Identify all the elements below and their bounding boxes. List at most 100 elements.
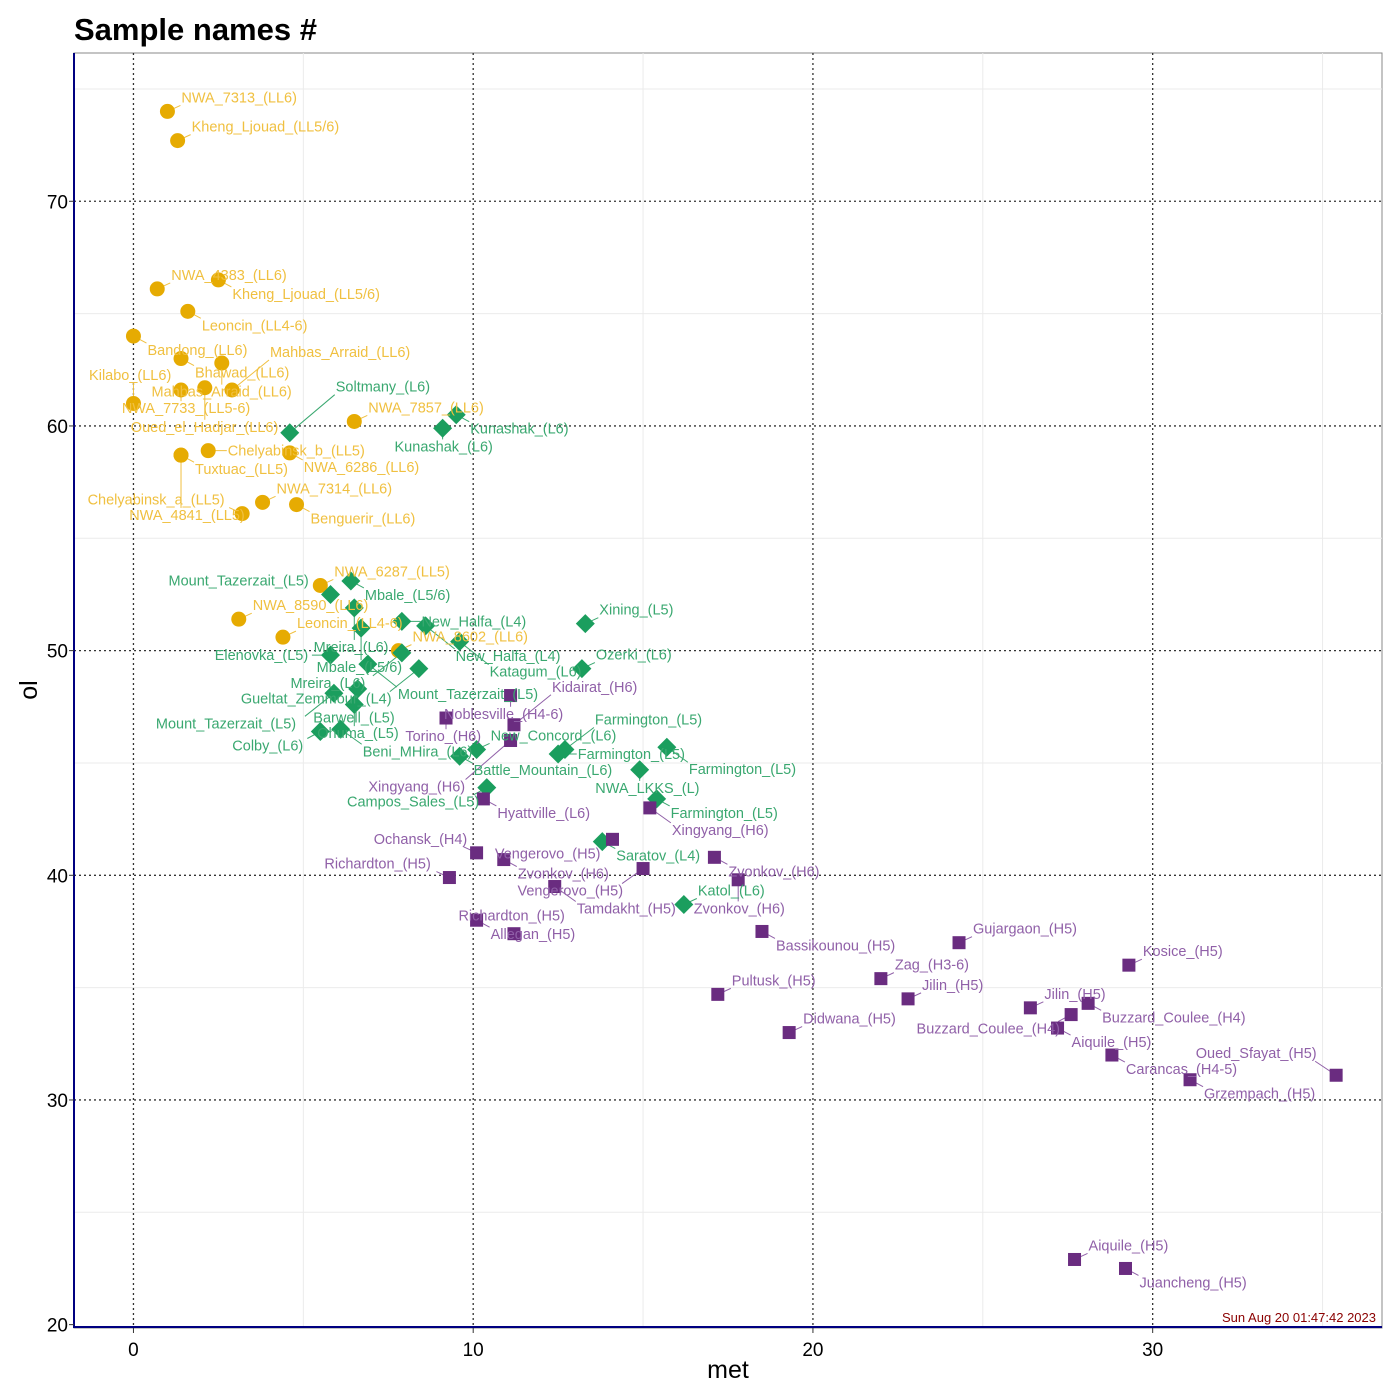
data-point-diamond [358, 654, 378, 674]
point-label: Chelyabinsk_b_(LL5) [228, 444, 365, 460]
point-label: New_Halfa_(L4) [456, 649, 561, 665]
point-label: NWA_4383_(LL6) [171, 268, 287, 284]
data-point-square [497, 853, 511, 867]
data-point-circle [170, 133, 186, 149]
point-label: Noblesville_(H4-6) [444, 707, 563, 723]
point-label: Kilabo_(LL6) [89, 368, 171, 384]
point-label: NWA_4841_(LL5) [129, 508, 245, 524]
x-axis-title: met [707, 1356, 749, 1384]
point-label: Oued_Sfayat_(H5) [1196, 1046, 1317, 1062]
point-label: Beni_MHira_(L6) [363, 744, 473, 760]
data-point-square [1329, 1068, 1343, 1082]
y-tick-label: 40 [47, 866, 68, 887]
label-leader-line [465, 740, 511, 780]
data-point-diamond [321, 584, 341, 604]
data-point-diamond [555, 739, 575, 759]
point-label: Kunashak_(L6) [470, 422, 568, 438]
point-label: Vengerovo_(H5) [517, 884, 623, 900]
data-point-circle [289, 497, 305, 513]
point-label: Zvonkov_(H6) [518, 867, 609, 883]
data-point-circle [173, 382, 189, 398]
point-label: Oued_el_Hadjar_(LL6) [131, 420, 279, 436]
plot-panel [73, 52, 1383, 1329]
y-tick-label: 70 [47, 192, 68, 213]
data-point-square [504, 733, 518, 747]
data-point-diamond [348, 679, 368, 699]
point-label: Mreira_(L6) [314, 640, 389, 656]
point-label: Bhawad_(LL6) [195, 366, 289, 382]
point-label: Kunashak_(L6) [395, 439, 493, 455]
point-label: Buzzard_Coulee_(H4) [1102, 1010, 1245, 1026]
data-point-diamond [657, 737, 677, 757]
point-label: Zag_(H3-6) [895, 958, 969, 974]
point-label: Aiquile_(H5) [1072, 1035, 1152, 1051]
point-label: Pultusk_(H5) [732, 973, 816, 989]
data-point-circle [214, 355, 230, 371]
data-point-square [874, 972, 888, 986]
data-point-square [548, 880, 562, 894]
point-label: NWA_7733_(LL5-6) [122, 401, 250, 417]
point-label: Gujargaon_(H5) [973, 922, 1077, 938]
point-label: Zvonkov_(H6) [694, 901, 785, 917]
data-point-circle [224, 382, 240, 398]
data-point-diamond [450, 632, 470, 652]
data-point-diamond [446, 405, 466, 425]
point-label: Leoncin_(LL4-6) [297, 616, 403, 632]
data-point-circle [173, 447, 189, 463]
point-label: Kheng_Ljouad_(LL5/6) [232, 287, 380, 303]
data-point-diamond [280, 423, 300, 443]
y-tick-label: 20 [47, 1316, 68, 1337]
data-point-circle [159, 103, 175, 119]
x-tick-label: 20 [802, 1340, 823, 1361]
point-label: Kheng_Ljouad_(LL5/6) [192, 120, 340, 136]
point-label: Soltmany_(L6) [336, 380, 430, 396]
point-label: Buzzard_Coulee_(H4) [917, 1022, 1060, 1038]
point-label: NWA_8602_(LL6) [412, 630, 528, 646]
point-label: Torino_(H6) [405, 729, 481, 745]
data-point-diamond [392, 643, 412, 663]
y-tick-label: 50 [47, 642, 68, 663]
data-point-square [439, 711, 453, 725]
point-label: Hyattville_(L6) [497, 806, 590, 822]
point-label: New_Halfa_(L4) [421, 614, 526, 630]
point-label: Campos_Sales_(L5) [347, 795, 479, 811]
point-label: New_Concord_(L6) [491, 728, 617, 744]
data-point-square [952, 936, 966, 950]
point-label: Zvonkov_(H6) [728, 864, 819, 880]
data-point-diamond [321, 645, 341, 665]
label-leader-line [289, 394, 336, 434]
point-label: Farmington_(L5) [689, 762, 796, 778]
data-point-square [755, 924, 769, 938]
point-label: Katol_(L6) [698, 883, 765, 899]
point-label: Mahbas_Arraid_(LL6) [151, 385, 291, 401]
data-point-circle [275, 629, 291, 645]
point-label: Juancheng_(H5) [1139, 1275, 1246, 1291]
data-point-diamond [344, 695, 364, 715]
data-point-circle [200, 443, 216, 459]
point-label: Farmington_(L5) [578, 747, 685, 763]
data-point-diamond [310, 722, 330, 742]
data-point-square [707, 850, 721, 864]
point-label: Grzempach_(H5) [1204, 1087, 1315, 1103]
point-label: Battle_Mountain_(L6) [474, 763, 613, 779]
data-point-diamond [331, 719, 351, 739]
data-point-diamond [409, 659, 429, 679]
data-point-circle [173, 351, 189, 367]
data-point-square [643, 801, 657, 815]
grid-lines [74, 53, 1382, 1328]
point-label: Leoncin_(LL4-6) [202, 318, 308, 334]
point-label: Kosice_(H5) [1143, 944, 1223, 960]
data-point-square [711, 987, 725, 1001]
y-tick-label: 60 [47, 417, 68, 438]
point-label: Carancas_(H4-5) [1126, 1062, 1237, 1078]
point-label: Mbale_(L5/6) [317, 660, 402, 676]
chart-title: Sample names # [74, 12, 317, 47]
data-point-diamond [341, 571, 361, 591]
data-points [125, 103, 1343, 1275]
data-point-circle [125, 395, 141, 411]
point-label: Tuxtuac_(LL5) [195, 462, 288, 478]
point-label: Didwana_(H5) [803, 1012, 896, 1028]
x-tick-label: 10 [463, 1340, 484, 1361]
data-point-diamond [674, 894, 694, 914]
data-point-square [1122, 958, 1136, 972]
